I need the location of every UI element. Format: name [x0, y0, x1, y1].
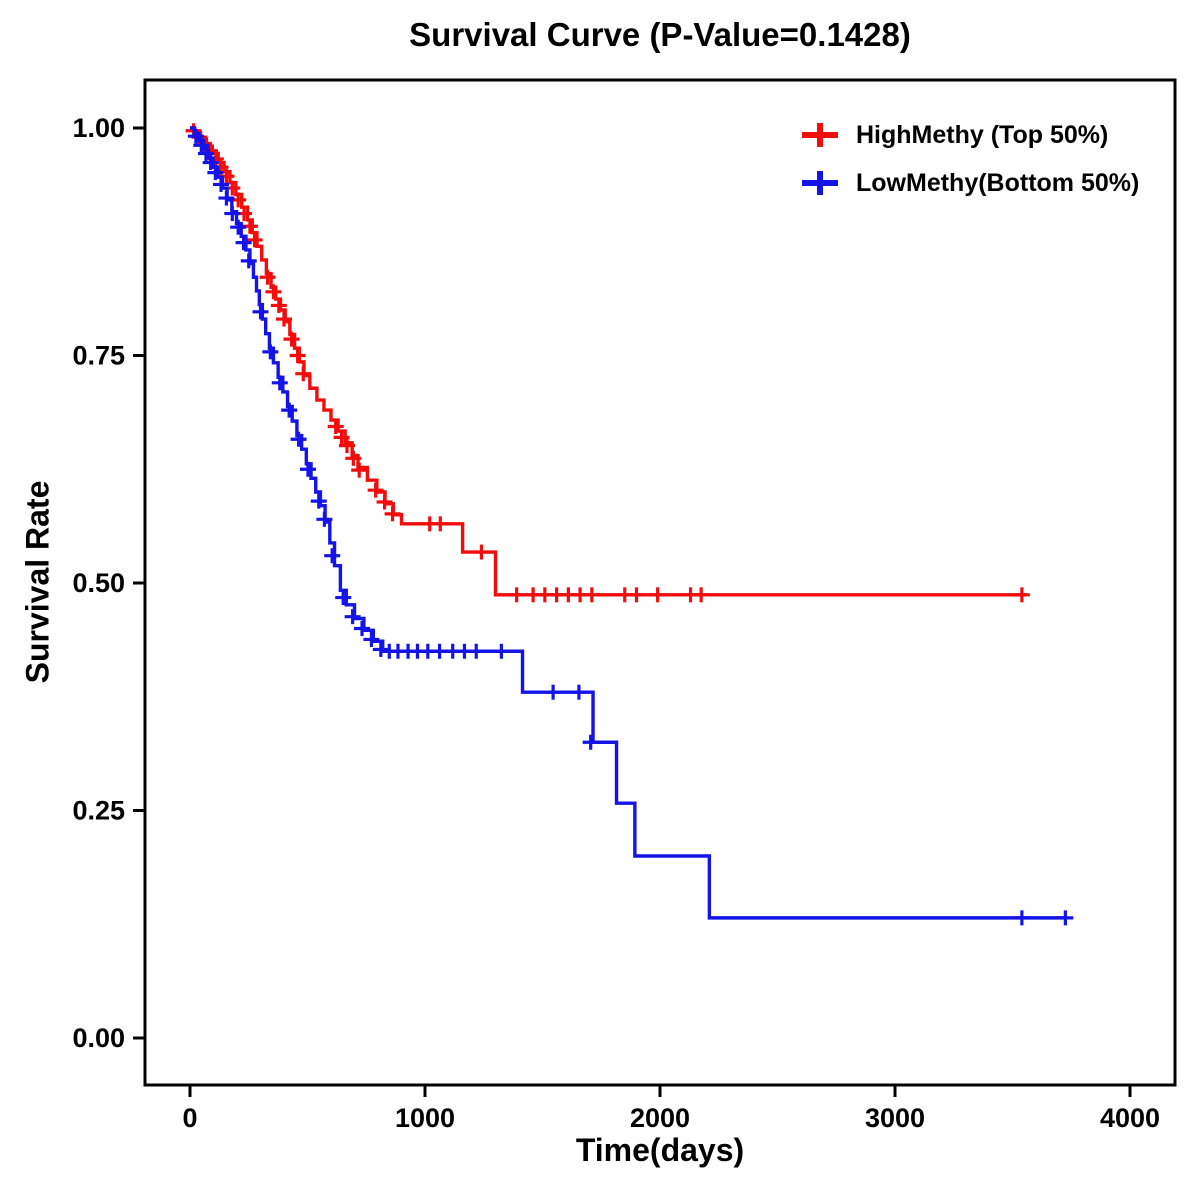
x-tick-label: 3000	[865, 1103, 925, 1133]
censor-plus-icon	[802, 171, 838, 195]
x-tick-label: 0	[182, 1103, 197, 1133]
page-title: Survival Curve (P-Value=0.1428)	[409, 16, 911, 53]
censor-plus-icon	[802, 123, 838, 147]
x-tick-label: 1000	[395, 1103, 455, 1133]
y-tick-label: 0.00	[72, 1023, 125, 1053]
x-tick-label: 4000	[1100, 1103, 1160, 1133]
legend-label-lowmethy: LowMethy(Bottom 50%)	[856, 168, 1140, 197]
series-line-LowMethy	[190, 126, 1067, 920]
y-tick-label: 0.75	[72, 341, 125, 371]
plot-frame	[143, 78, 1177, 1087]
y-tick-label: 0.50	[72, 568, 125, 598]
x-tick-label: 2000	[630, 1103, 690, 1133]
y-tick-label: 1.00	[72, 113, 125, 143]
legend-item-lowmethy: LowMethy(Bottom 50%)	[798, 168, 1139, 198]
x-axis-title: Time(days)	[575, 1132, 745, 1168]
legend-item-highmethy: HighMethy (Top 50%)	[798, 120, 1139, 150]
y-tick-label: 0.25	[72, 796, 125, 826]
series-line-HighMethy	[190, 126, 1027, 597]
legend-label-highmethy: HighMethy (Top 50%)	[856, 120, 1109, 149]
legend: HighMethy (Top 50%) LowMethy(Bottom 50%)	[798, 120, 1139, 198]
